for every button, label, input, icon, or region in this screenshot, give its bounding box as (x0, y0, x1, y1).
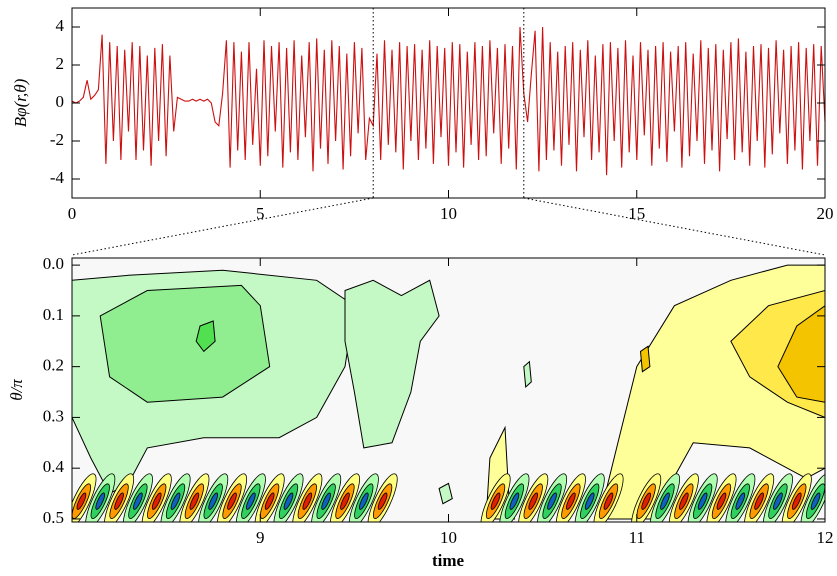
contour-cell (697, 492, 708, 510)
contour-cell (208, 492, 219, 510)
y-tick-label: 0.1 (43, 305, 64, 324)
y-tick-label: 0 (56, 92, 65, 111)
y-tick-label: 0.3 (43, 406, 64, 425)
contour-cell (227, 492, 237, 510)
contour-region (195, 320, 216, 353)
contour-region (99, 284, 271, 403)
contour-cell (528, 492, 539, 510)
y-tick-label: -4 (50, 168, 65, 187)
contour-cell (189, 492, 200, 510)
contour-cell (641, 492, 651, 510)
y-tick-label: 0.5 (43, 508, 64, 527)
contour-cell (264, 492, 275, 510)
x-tick-label: 10 (440, 204, 457, 223)
x-tick-label: 15 (628, 204, 645, 223)
zoom-guide (71, 197, 374, 256)
contour-area (72, 258, 825, 522)
contour-cell (603, 492, 614, 510)
contour-cell (302, 492, 313, 510)
y-tick-label: 4 (56, 16, 65, 35)
contour-cell (133, 492, 143, 510)
contour-cell (773, 492, 783, 510)
contour-cell (791, 492, 802, 510)
contour-cell (95, 492, 106, 510)
contour-cell (283, 492, 294, 510)
contour-cell (151, 492, 162, 510)
zoom-guide (523, 197, 826, 256)
x-tick-label: 12 (817, 528, 834, 547)
contour-cell (509, 492, 520, 510)
x-tick-label: 5 (256, 204, 265, 223)
contour-region (639, 345, 651, 373)
y-tick-label: 0.0 (43, 254, 64, 273)
contour-cell (584, 492, 595, 510)
contour-cell (246, 492, 256, 510)
contour-cell (321, 492, 331, 510)
contour-region (344, 279, 440, 449)
contour-cell (754, 492, 764, 510)
plot-frame (71, 7, 826, 199)
contour-cell (810, 492, 821, 510)
contour-cell (377, 492, 388, 510)
contour-cell (490, 492, 501, 510)
contour-cell (170, 492, 181, 510)
x-tick-label: 0 (68, 204, 77, 223)
y-tick-label: 2 (56, 54, 65, 73)
y-tick-label: -2 (50, 130, 64, 149)
contour-cell (114, 492, 124, 510)
y-axis-label: θ/π (7, 379, 26, 401)
contour-cell (340, 492, 350, 510)
contour-cell (566, 492, 576, 510)
contour-region (523, 360, 532, 389)
y-tick-label: 0.4 (43, 457, 65, 476)
x-tick-label: 20 (817, 204, 834, 223)
y-tick-label: 0.2 (43, 356, 64, 375)
x-tick-label: 11 (629, 528, 645, 547)
contour-cell (660, 492, 670, 510)
x-axis-label: time (432, 551, 465, 570)
contour-cell (76, 492, 87, 510)
contour-cell (678, 492, 689, 510)
x-tick-label: 9 (256, 528, 265, 547)
line-series (71, 26, 826, 176)
contour-cell (358, 492, 369, 510)
contour-region (777, 305, 825, 403)
contour-cell (547, 492, 557, 510)
contour-region (438, 482, 453, 505)
x-tick-label: 10 (440, 528, 457, 547)
y-axis-label: Bφ(r,θ) (11, 78, 30, 127)
contour-cell (735, 492, 746, 510)
contour-cell (716, 492, 727, 510)
